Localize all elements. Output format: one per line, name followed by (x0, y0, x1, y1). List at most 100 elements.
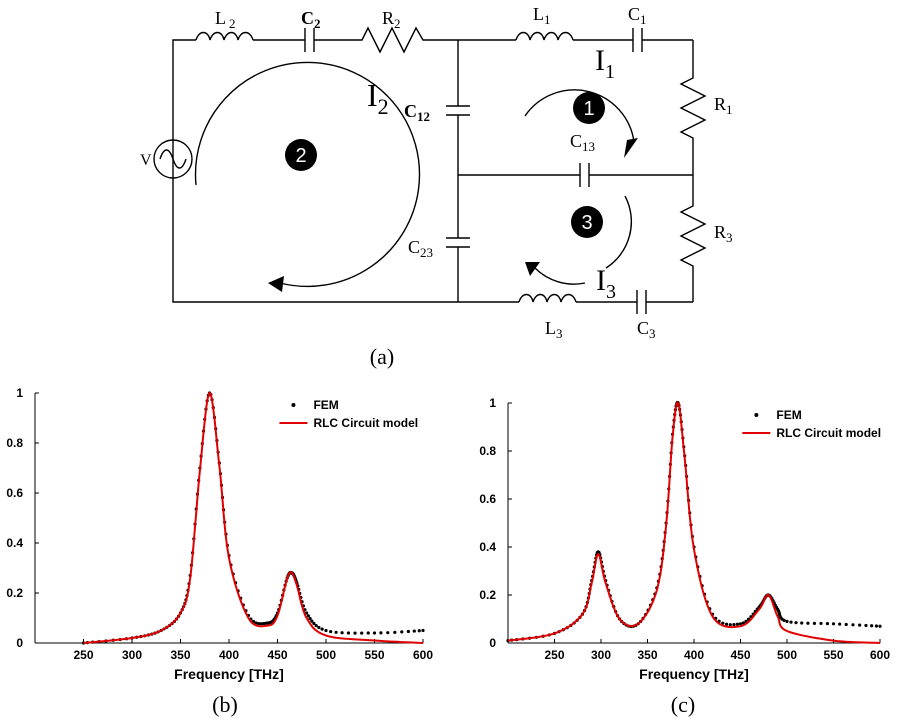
series-rlc-line (507, 401, 881, 644)
sine-icon (159, 149, 187, 169)
label-r2: R2 (382, 8, 401, 31)
wire (172, 39, 196, 100)
data-point (329, 629, 333, 634)
data-point (379, 631, 383, 635)
y-tick-label: 1 (489, 396, 496, 410)
data-point (812, 621, 817, 625)
data-point (400, 630, 404, 634)
arrowhead (268, 276, 284, 292)
data-point (874, 624, 879, 628)
data-point (340, 631, 344, 635)
data-point (735, 622, 739, 626)
data-point (317, 625, 321, 630)
caption-b: (b) (212, 692, 238, 717)
data-point (346, 631, 351, 635)
x-tick-label: 400 (684, 648, 704, 662)
x-tick-label: 350 (170, 648, 190, 662)
data-point (741, 621, 745, 625)
data-point (728, 623, 732, 627)
inductor-l3 (518, 293, 577, 303)
data-point (806, 621, 810, 625)
data-point (724, 622, 729, 626)
label-l1: L1 (533, 4, 551, 27)
x-tick-label: 450 (267, 648, 287, 662)
label-c2: C2 (301, 8, 321, 31)
data-point (334, 630, 338, 634)
x-tick-label: 350 (637, 648, 657, 662)
capacitors-c12-c23 (446, 40, 470, 302)
svg-text:3: 3 (581, 212, 592, 234)
capacitor-c2 (304, 28, 315, 52)
data-point (314, 623, 318, 628)
capacitor-c3 (576, 290, 693, 314)
label-l3: L3 (545, 318, 563, 341)
label-v: V (140, 152, 152, 169)
data-point (305, 611, 309, 615)
loop-arrow-3b (534, 267, 586, 285)
data-point (306, 614, 310, 618)
data-point (789, 620, 793, 624)
data-point (254, 621, 258, 625)
x-tick-label: 600 (870, 648, 890, 662)
resistor-r2 (314, 26, 458, 54)
x-axis-label: Frequency [THz] (639, 666, 749, 682)
data-point (858, 623, 862, 627)
capacitor-c13 (458, 163, 693, 187)
data-point (259, 622, 263, 626)
current-i1: I1 (595, 44, 615, 83)
y-tick-label: 0.4 (479, 540, 496, 554)
chart-c: 250 300 350 400 450 500 550 600 0 0.2 0.4 0.6 0.8 1 Fr… (479, 396, 890, 682)
resistor-r1 (679, 40, 707, 175)
data-point (412, 629, 416, 633)
y-tick-label: 0.8 (6, 436, 23, 450)
label-c13: C13 (570, 131, 595, 154)
data-point (406, 629, 410, 634)
x-tick-label: 500 (777, 648, 797, 662)
label-c23: C23 (408, 237, 433, 260)
data-point (393, 630, 397, 634)
x-tick-label: 550 (364, 648, 384, 662)
series-rlc-line (83, 391, 424, 644)
wire (172, 178, 519, 303)
data-point (308, 617, 312, 621)
data-point (312, 621, 316, 626)
x-tick-label: 250 (544, 648, 564, 662)
data-point (353, 631, 357, 635)
y-tick-label: 0.4 (6, 536, 23, 550)
x-tick-label: 500 (316, 648, 336, 662)
data-point (838, 622, 842, 626)
chart-b: 250 300 350 400 450 500 550 600 0 0.2 0.4 0.6 0.8 1 Fr… (6, 386, 433, 682)
y-tick-label: 1 (16, 386, 23, 400)
data-point (738, 622, 743, 626)
label-r3: R3 (714, 222, 733, 245)
current-i2: I2 (367, 77, 389, 119)
data-point (360, 631, 364, 635)
y-tick-label: 0 (489, 636, 496, 650)
loop-marker-2: 2 (285, 139, 317, 171)
data-point (878, 624, 882, 628)
y-tick-label: 0.2 (6, 586, 23, 600)
data-point (851, 623, 855, 627)
legend-label: RLC Circuit model (776, 426, 881, 440)
x-tick-label: 300 (122, 648, 142, 662)
loop-arrow-1 (524, 89, 635, 143)
legend-label: FEM (776, 408, 801, 422)
label-c12: C12 (404, 101, 430, 124)
legend-marker-fem (291, 403, 296, 407)
legend-label: RLC Circuit model (313, 416, 418, 430)
data-point (864, 623, 868, 628)
voltage-source (153, 139, 193, 179)
x-tick-label: 550 (823, 648, 843, 662)
x-tick-label: 250 (73, 648, 93, 662)
svg-text:2: 2 (295, 145, 306, 167)
x-tick-label: 400 (219, 648, 239, 662)
x-tick-label: 600 (413, 648, 433, 662)
capacitor-c1 (573, 28, 693, 52)
y-tick-label: 0.6 (479, 492, 496, 506)
arrowhead (624, 138, 638, 158)
data-point (870, 624, 874, 628)
data-point (257, 622, 261, 626)
